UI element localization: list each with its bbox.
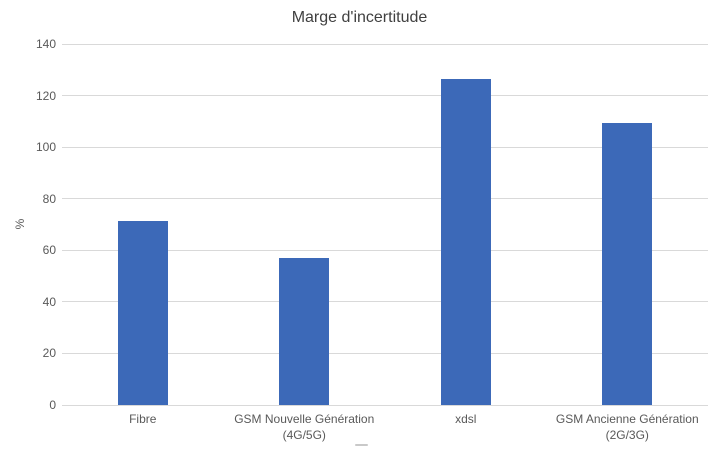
category-label: Fibre [62,411,224,427]
y-tick-label: 0 [49,398,56,412]
bar [602,122,653,405]
y-axis-title: % [13,218,27,230]
gridline [62,404,708,406]
category-label: GSM Nouvelle Génération (4G/5G) [224,411,386,443]
category-label-line: (4G/5G) [282,428,326,442]
category-label: xdsl [385,411,547,427]
gridline [62,95,708,97]
y-tick-label: 80 [42,191,56,206]
y-tick-label: 20 [42,346,56,361]
y-tick-label: 120 [35,88,56,103]
category-label: GSM Ancienne Génération (2G/3G) [547,411,709,443]
category-label-line: Fibre [129,412,157,426]
category-label-line: (2G/3G) [605,428,649,442]
y-tick-label: 60 [42,243,56,258]
gridline [62,198,708,200]
bar [117,220,168,405]
gridline [62,43,708,45]
gridline [62,146,708,148]
category-label-line: GSM Nouvelle Génération [234,412,375,426]
gridline [62,249,708,251]
cropped-ui-artifact [355,444,368,446]
gridline [62,352,708,354]
bar [440,78,491,405]
category-label-line: GSM Ancienne Génération [555,412,699,426]
bar [279,258,330,405]
y-tick-label: 100 [35,140,56,155]
y-tick-label: 40 [42,294,56,309]
gridline [62,301,708,303]
y-tick-label: 140 [35,37,56,51]
chart-title: Marge d'incertitude [291,9,428,26]
category-label-line: xdsl [455,412,477,426]
